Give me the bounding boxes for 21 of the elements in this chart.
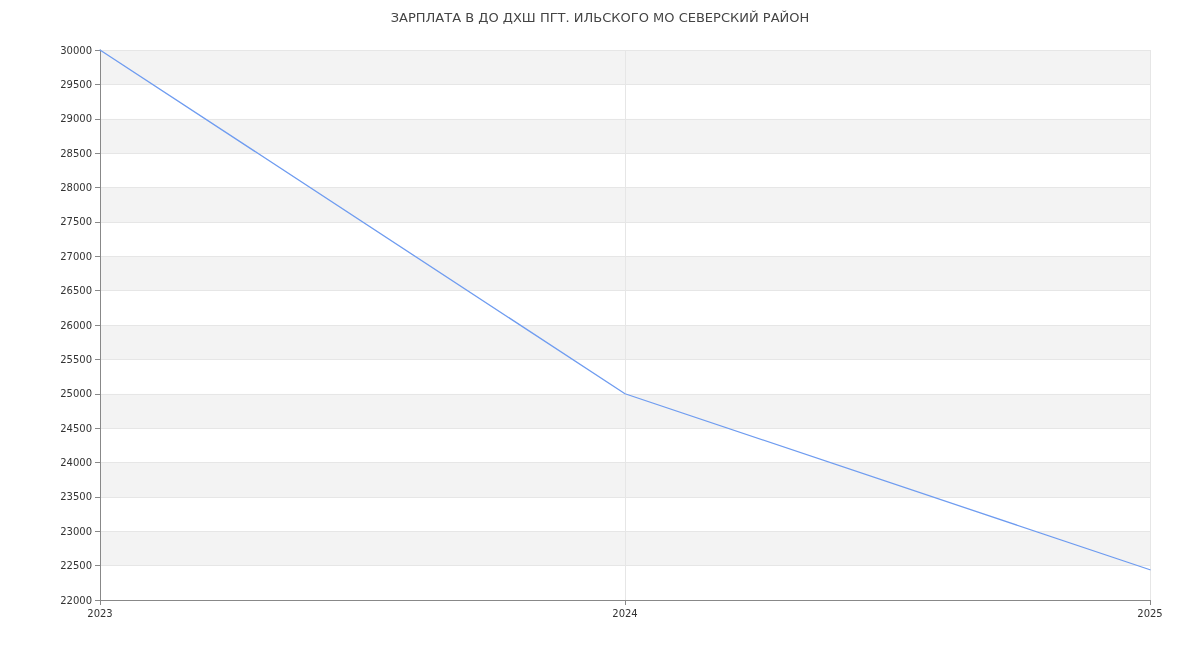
y-tick-label: 29000 xyxy=(60,113,92,125)
x-tick-label: 2025 xyxy=(1137,607,1163,619)
y-tick-label: 30000 xyxy=(60,44,92,56)
y-tick-label: 25500 xyxy=(60,353,92,365)
y-tick-label: 24500 xyxy=(60,422,92,434)
chart-title: ЗАРПЛАТА В ДО ДХШ ПГТ. ИЛЬСКОГО МО СЕВЕРСКИЙ РАЙОН xyxy=(390,10,810,25)
y-tick-label: 22500 xyxy=(60,560,92,572)
y-tick-label: 23500 xyxy=(60,491,92,503)
y-tick-label: 27500 xyxy=(60,216,92,228)
y-tick-label: 27000 xyxy=(60,250,92,262)
y-tick-label: 28000 xyxy=(60,182,92,193)
x-tick-label: 2024 xyxy=(612,607,638,619)
y-tick-label: 24000 xyxy=(60,457,92,468)
y-tick-label: 22000 xyxy=(60,594,92,606)
y-tick-label: 26000 xyxy=(60,319,92,331)
y-tick-label: 28500 xyxy=(60,147,92,159)
y-tick-label: 26500 xyxy=(60,285,92,297)
y-tick-label: 25000 xyxy=(60,388,92,400)
y-tick-label: 23000 xyxy=(60,525,92,537)
x-tick-label: 2023 xyxy=(87,607,113,619)
y-tick-label: 29500 xyxy=(60,78,92,90)
